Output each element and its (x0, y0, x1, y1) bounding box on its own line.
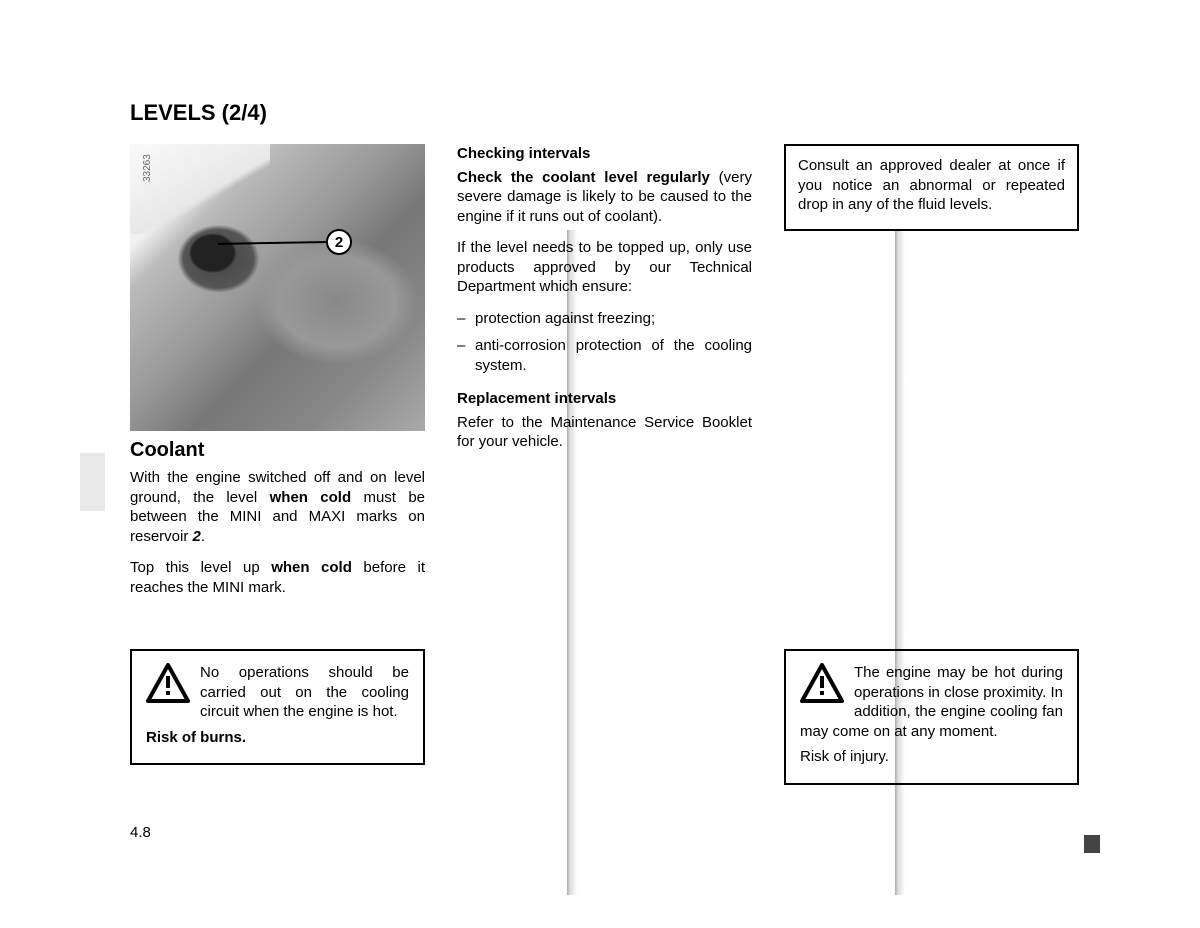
text: . (201, 528, 205, 545)
warning-box-burns: No operations should be carried out on t… (130, 649, 425, 765)
content-columns: 33263 2 Coolant With the engine switched… (130, 144, 1090, 609)
bullet-anticorrosion: – anti-corrosion protection of the cooli… (457, 336, 752, 375)
page-corner-marker (1084, 835, 1100, 853)
warning-triangle-icon (146, 663, 190, 703)
bullet-text: anti-corrosion protection of the cooling… (475, 336, 752, 375)
figure-reference-number: 33263 (142, 154, 153, 182)
coolant-heading: Coolant (130, 439, 425, 462)
replacement-paragraph: Refer to the Maintenance Service Booklet… (457, 413, 752, 452)
column-right: Consult an approved dealer at once if yo… (784, 144, 1079, 609)
warning-risk-text: Risk of injury. (800, 747, 1063, 767)
warning-risk-text: Risk of burns. (146, 728, 409, 748)
engine-bay-figure: 33263 2 (130, 144, 425, 431)
warning-box-injury: The engine may be hot during operations … (784, 649, 1079, 785)
text-bold: when cold (271, 559, 352, 576)
manual-page: LEVELS (2/4) 33263 2 Coolant With the en… (130, 100, 1090, 820)
page-number: 4.8 (130, 824, 151, 841)
warning-triangle-icon (800, 663, 844, 703)
column-middle: Checking intervals Check the coolant lev… (457, 144, 752, 609)
page-title: LEVELS (2/4) (130, 100, 1090, 126)
callout-reservoir-2: 2 (326, 229, 352, 255)
bullet-freezing: – protection against freezing; (457, 309, 752, 329)
coolant-paragraph-2: Top this level up when cold before it re… (130, 558, 425, 597)
dealer-info-box: Consult an approved dealer at once if yo… (784, 144, 1079, 231)
reservoir-ref: 2 (193, 528, 201, 545)
text-bold: when cold (270, 489, 352, 506)
check-regularly-paragraph: Check the coolant level regularly (very … (457, 168, 752, 227)
warning-text: No operations should be carried out on t… (200, 664, 409, 720)
section-tab-marker (80, 453, 105, 511)
column-left: 33263 2 Coolant With the engine switched… (130, 144, 425, 609)
coolant-paragraph-1: With the engine switched off and on leve… (130, 468, 425, 546)
bullet-dash: – (457, 336, 475, 375)
replacement-intervals-heading: Replacement intervals (457, 389, 752, 409)
bullet-text: protection against freezing; (475, 309, 752, 329)
check-bold: Check the coolant level regularly (457, 169, 710, 186)
bullet-dash: – (457, 309, 475, 329)
topup-paragraph: If the level needs to be topped up, only… (457, 238, 752, 297)
text: Top this level up (130, 559, 271, 576)
checking-intervals-heading: Checking intervals (457, 144, 752, 164)
